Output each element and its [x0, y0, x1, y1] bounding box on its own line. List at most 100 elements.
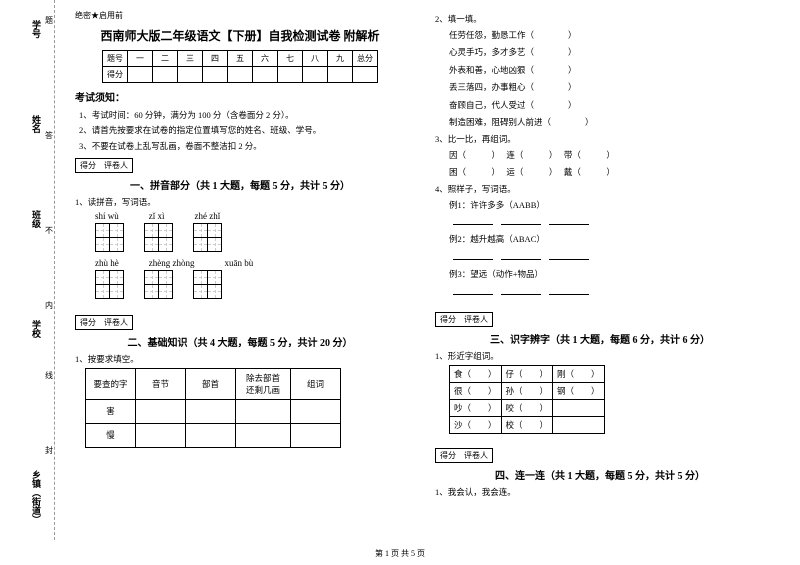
ct-r4: 沙（ ） 校（ ） — [450, 417, 605, 434]
grid-row-1 — [95, 223, 405, 252]
py-5: zhèng zhòng — [149, 258, 195, 268]
ct-3a: 吵（ ） — [450, 400, 502, 417]
left-column: 绝密★启用前 西南师大版二年级语文【下册】自我检测试卷 附解析 题号 一 二 三… — [60, 10, 420, 540]
score-value-row: 得分 — [103, 67, 378, 83]
ex1-blanks — [449, 215, 765, 229]
ex3: 例3：望远（动作+物品） — [449, 267, 765, 281]
hint-ti: 题 — [45, 15, 53, 26]
scorebox-2: 得分 评卷人 — [75, 315, 133, 330]
lh-2: 音节 — [136, 368, 186, 399]
grid-2 — [144, 223, 173, 252]
py-6: xuān bù — [224, 258, 253, 268]
ct-1c: 刚（ ） — [553, 366, 605, 383]
th-total: 总分 — [353, 51, 378, 67]
th-5: 五 — [228, 51, 253, 67]
ct-4a: 沙（ ） — [450, 417, 502, 434]
hint-da: 答 — [45, 130, 53, 141]
grid-3 — [193, 223, 222, 252]
ct-2b: 孙（ ） — [501, 383, 553, 400]
lh-1: 要查的字 — [86, 368, 136, 399]
notice-3: 3、不要在试卷上乱写乱画，卷面不整洁扣 2 分。 — [79, 139, 405, 154]
section4-title: 四、连一连（共 1 大题，每题 5 分，共计 5 分） — [435, 467, 765, 482]
ex2-blanks — [449, 250, 765, 264]
binding-sidebar: 学号 姓名 班级 学校 乡镇（街道） 题 答 不 内 线 封 — [0, 0, 55, 540]
q2-2: 2、填一填。 — [435, 13, 765, 25]
grid-6 — [193, 270, 222, 299]
ct-4c — [553, 417, 605, 434]
ct-3c — [553, 400, 605, 417]
py-1: shí wù — [95, 211, 119, 221]
score-header-row: 题号 一 二 三 四 五 六 七 八 九 总分 — [103, 51, 378, 67]
cmp-1b: 连（ ） — [506, 150, 553, 160]
ct-r2: 很（ ） 孙（ ） 钢（ ） — [450, 383, 605, 400]
td-score-label: 得分 — [103, 67, 128, 83]
char-compare-table: 食（ ） 仔（ ） 刚（ ） 很（ ） 孙（ ） 钢（ ） 吵（ ） 咬（ ） … — [449, 365, 605, 434]
cmp-2b: 运（ ） — [506, 167, 553, 177]
py-3: zhé zhǐ — [195, 211, 221, 221]
cmp-row-2: 困（ ） 运（ ） 戴（ ） — [449, 165, 765, 179]
exam-title: 西南师大版二年级语文【下册】自我检测试卷 附解析 — [75, 27, 405, 44]
cmp-1a: 因（ ） — [449, 150, 496, 160]
q2-4: 4、照样子，写词语。 — [435, 183, 765, 195]
sidebar-banji: 班级 — [30, 210, 43, 228]
lh-4: 除去部首 还剩几画 — [236, 368, 291, 399]
ct-2a: 很（ ） — [450, 383, 502, 400]
scorebox-3: 得分 评卷人 — [435, 312, 493, 327]
scorebox-4: 得分 评卷人 — [435, 448, 493, 463]
ct-4b: 校（ ） — [501, 417, 553, 434]
hint-xian: 线 — [45, 370, 53, 381]
th-2: 二 — [153, 51, 178, 67]
cmp-2c: 戴（ ） — [564, 167, 615, 177]
ex3-label: 例3：望远（动作+物品） — [449, 269, 543, 279]
hint-nei: 内 — [45, 300, 53, 311]
page-footer: 第 1 页 共 5 页 — [0, 548, 800, 559]
notice-2: 2、请首先按要求在试卷的指定位置填写您的姓名、班级、学号。 — [79, 123, 405, 138]
pinyin-row-1: shí wù zǐ xì zhé zhǐ — [95, 211, 405, 221]
hint-bu: 不 — [45, 225, 53, 236]
grid-1 — [95, 223, 124, 252]
section2-title: 二、基础知识（共 4 大题，每题 5 分，共计 20 分） — [75, 334, 405, 349]
ex2: 例2：越升越高（ABAC） — [449, 232, 765, 246]
lc-man: 慢 — [86, 423, 136, 447]
lookup-header: 要查的字 音节 部首 除去部首 还剩几画 组词 — [86, 368, 341, 399]
th-7: 七 — [278, 51, 303, 67]
q3-1: 1、形近字组词。 — [435, 350, 765, 362]
fill-1: 任劳任怨，勤恳工作（ ） — [449, 28, 765, 42]
py-4: zhù hè — [95, 258, 119, 268]
ex2-label: 例2：越升越高（ABAC） — [449, 234, 545, 244]
ex3-blanks — [449, 285, 765, 299]
section3-title: 三、识字辨字（共 1 大题，每题 6 分，共计 6 分） — [435, 331, 765, 346]
ct-1a: 食（ ） — [450, 366, 502, 383]
ex1: 例1：许许多多（AABB） — [449, 198, 765, 212]
sidebar-xuehao: 学号 — [30, 20, 43, 38]
py-2: zǐ xì — [149, 211, 165, 221]
fill-4: 丢三落四，办事粗心（ ） — [449, 80, 765, 94]
lookup-row-2: 慢 — [86, 423, 341, 447]
notice-title: 考试须知： — [75, 89, 405, 104]
lookup-row-1: 害 — [86, 399, 341, 423]
hint-feng: 封 — [45, 445, 53, 456]
lh-5: 组词 — [291, 368, 341, 399]
fill-5: 奋顾自己，代人受过（ ） — [449, 98, 765, 112]
grid-5 — [144, 270, 173, 299]
th-4: 四 — [203, 51, 228, 67]
score-table: 题号 一 二 三 四 五 六 七 八 九 总分 得分 — [102, 50, 378, 83]
right-column: 2、填一填。 任劳任怨，勤恳工作（ ） 心灵手巧，多才多艺（ ） 外表和善，心地… — [420, 10, 780, 540]
cmp-row-1: 因（ ） 连（ ） 带（ ） — [449, 148, 765, 162]
th-9: 九 — [328, 51, 353, 67]
th-3: 三 — [178, 51, 203, 67]
grid-row-2 — [95, 270, 405, 299]
ct-r1: 食（ ） 仔（ ） 刚（ ） — [450, 366, 605, 383]
fill-2: 心灵手巧，多才多艺（ ） — [449, 45, 765, 59]
q4-1: 1、我会认，我会连。 — [435, 486, 765, 498]
notice-1: 1、考试时间：60 分钟，满分为 100 分（含卷面分 2 分）。 — [79, 108, 405, 123]
section1-title: 一、拼音部分（共 1 大题，每题 5 分，共计 5 分） — [75, 177, 405, 192]
fill-6: 制造困难，阻碍别人前进（ ） — [449, 115, 765, 129]
grid-4 — [95, 270, 124, 299]
sidebar-xiangzhen: 乡镇（街道） — [30, 470, 43, 524]
pinyin-row-2: zhù hè zhèng zhòng xuān bù — [95, 258, 405, 268]
th-8: 八 — [303, 51, 328, 67]
fill-3: 外表和善，心地凶狠（ ） — [449, 63, 765, 77]
page-content: 绝密★启用前 西南师大版二年级语文【下册】自我检测试卷 附解析 题号 一 二 三… — [0, 0, 800, 540]
sidebar-xingming: 姓名 — [30, 115, 43, 133]
